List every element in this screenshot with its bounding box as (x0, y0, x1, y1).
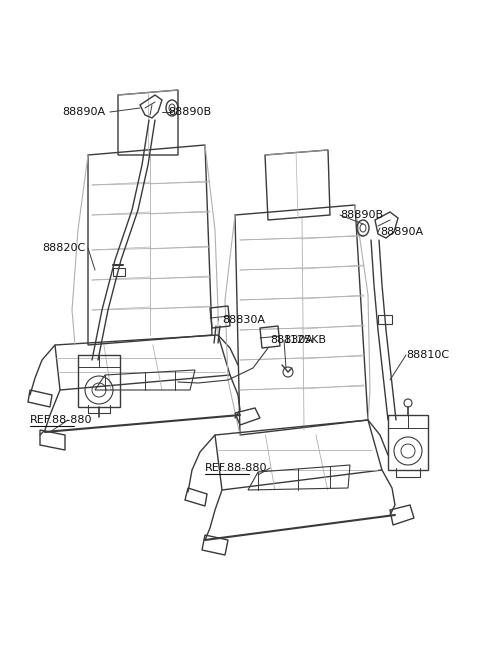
Text: REF.88-880: REF.88-880 (30, 415, 93, 425)
Text: 88810C: 88810C (406, 350, 449, 360)
Text: REF.88-880: REF.88-880 (205, 463, 267, 473)
Text: 1125KB: 1125KB (284, 335, 327, 345)
Bar (113, 268, 125, 276)
Text: 88820C: 88820C (42, 243, 85, 253)
Text: 88830A: 88830A (222, 315, 265, 325)
Text: 88830A: 88830A (270, 335, 313, 345)
Text: 88890A: 88890A (380, 227, 423, 237)
Text: 88890A: 88890A (62, 107, 105, 117)
Bar (378, 315, 392, 324)
Text: 88890B: 88890B (168, 107, 211, 117)
Text: 88890B: 88890B (340, 210, 383, 220)
